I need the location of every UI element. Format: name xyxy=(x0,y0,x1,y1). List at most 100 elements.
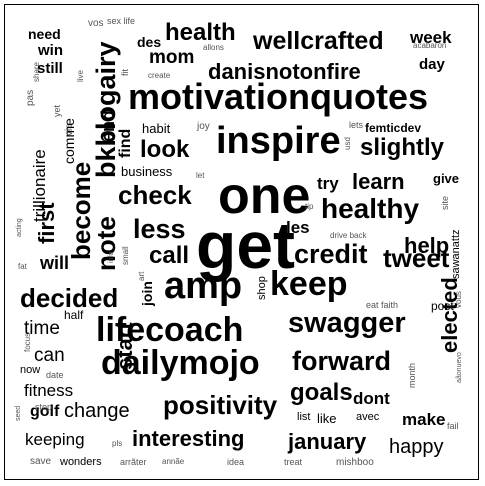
cloud-word: acabaron xyxy=(413,41,447,50)
cloud-word: usd xyxy=(343,137,352,150)
cloud-word: health xyxy=(165,19,236,46)
cloud-word: business xyxy=(121,164,173,179)
cloud-word: acting xyxy=(16,218,23,237)
cloud-word: swagger xyxy=(288,307,406,339)
cloud-word: golf xyxy=(30,403,60,420)
cloud-word: annãe xyxy=(162,457,185,466)
cloud-word: list xyxy=(297,411,311,423)
cloud-word: look xyxy=(140,136,190,163)
cloud-word: positivity xyxy=(163,390,278,420)
cloud-word: like xyxy=(317,411,337,426)
cloud-word: elected xyxy=(437,277,462,353)
cloud-word: credit xyxy=(294,239,368,269)
cloud-word: one xyxy=(218,167,311,225)
cloud-word: les xyxy=(286,218,310,237)
cloud-word: let xyxy=(196,171,205,180)
cloud-word: decided xyxy=(20,283,119,313)
cloud-word: forward xyxy=(292,346,392,376)
cloud-word: pls xyxy=(112,439,123,448)
cloud-word: yet xyxy=(52,104,62,117)
cloud-word: give xyxy=(433,171,460,186)
cloud-word: vos xyxy=(88,18,104,29)
cloud-word: less xyxy=(133,214,186,244)
cloud-word: habit xyxy=(142,121,171,136)
cloud-word: eat faith xyxy=(366,300,399,310)
cloud-word: pas xyxy=(25,89,36,106)
cloud-word: first xyxy=(34,202,59,244)
cloud-word: lifecoach xyxy=(96,311,244,349)
cloud-word: save xyxy=(30,456,52,467)
cloud-word: call xyxy=(149,242,190,269)
cloud-word: keeping xyxy=(25,430,85,449)
cloud-word: fat xyxy=(18,262,27,271)
cloud-word: end xyxy=(98,109,118,142)
cloud-word: get xyxy=(196,208,295,282)
cloud-word: month xyxy=(407,362,417,388)
cloud-word: fail xyxy=(447,421,459,431)
cloud-word: inspire xyxy=(216,120,341,162)
cloud-word: win xyxy=(38,42,63,59)
cloud-word: goals xyxy=(290,379,353,406)
cloud-word: will xyxy=(40,253,70,273)
cloud-word: small xyxy=(121,246,130,265)
cloud-word: drive back xyxy=(330,231,367,240)
cloud-word: join xyxy=(139,281,155,306)
cloud-word: sex life xyxy=(107,16,136,26)
cloud-word: wonders xyxy=(60,456,102,468)
cloud-word: fitness xyxy=(24,381,74,400)
cloud-word: danisnotonfire xyxy=(208,59,361,84)
cloud-word: stop xyxy=(35,402,53,412)
cloud-word: aãonuevo xyxy=(456,352,463,383)
cloud-word: slightly xyxy=(360,134,445,161)
cloud-word: healthy xyxy=(321,193,420,224)
cloud-word: check xyxy=(118,180,192,210)
cloud-word: info xyxy=(108,251,115,263)
cloud-word: des xyxy=(137,34,162,50)
cloud-word: help xyxy=(404,233,450,258)
cloud-word: interesting xyxy=(132,426,245,451)
cloud-word: still xyxy=(37,60,63,77)
cloud-word: tip xyxy=(305,202,314,211)
cloud-word: seed xyxy=(15,405,22,421)
cloud-word: change xyxy=(64,400,130,422)
cloud-word: wellcrafted xyxy=(253,27,384,55)
cloud-word: need xyxy=(28,26,61,42)
cloud-word: allons xyxy=(203,43,224,52)
cloud-word: dailymojo xyxy=(101,344,260,382)
cloud-word: create xyxy=(148,71,171,80)
cloud-word: amp xyxy=(164,265,243,307)
cloud-word: lets xyxy=(349,120,364,130)
cloud-word: happy xyxy=(389,436,444,458)
cloud-word: joy xyxy=(197,121,210,132)
cloud-word: can xyxy=(34,345,65,366)
cloud-word: find xyxy=(117,128,134,158)
cloud-word: try xyxy=(317,174,339,193)
cloud-word: art xyxy=(137,271,146,281)
cloud-word: half xyxy=(64,308,84,322)
cloud-word: femticdev xyxy=(365,121,422,135)
cloud-word: idea xyxy=(227,457,245,467)
cloud-word: avec xyxy=(356,411,380,423)
cloud-word: learn xyxy=(352,169,405,194)
cloud-word: fit xyxy=(120,68,130,76)
cloud-word: dont xyxy=(353,389,390,408)
cloud-word: day xyxy=(419,56,445,73)
cloud-word: shop xyxy=(256,276,268,300)
cloud-word: arrãter xyxy=(120,457,147,467)
cloud-word: sawanattz xyxy=(450,229,462,279)
cloud-word: mom xyxy=(149,47,195,68)
cloud-word: focus xyxy=(23,332,32,352)
cloud-word: treat xyxy=(284,457,303,467)
cloud-word: keep xyxy=(270,265,348,303)
cloud-word: january xyxy=(288,429,367,454)
cloud-word: make xyxy=(402,410,446,429)
cloud-word: note xyxy=(91,216,121,271)
cloud-word: tweet xyxy=(383,243,450,273)
cloud-word: time xyxy=(24,318,60,339)
cloud-word: motivationquotes xyxy=(128,76,429,117)
cloud-word: site xyxy=(440,195,450,210)
cloud-word: live xyxy=(76,69,85,82)
cloud-word: comme xyxy=(61,118,77,164)
cloud-word: week xyxy=(410,28,452,47)
